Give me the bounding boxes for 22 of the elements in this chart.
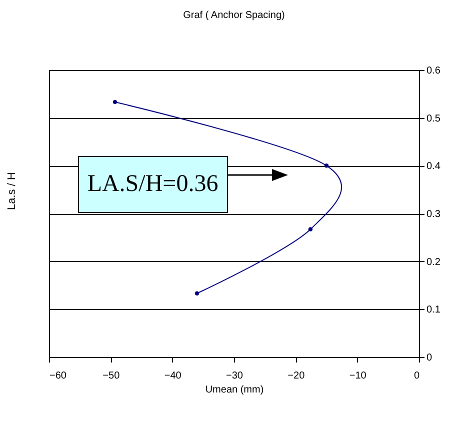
y-tick-label: 0.2 — [426, 256, 441, 268]
x-axis-title: Umean (mm) — [205, 384, 264, 396]
y-tick-label: 0.6 — [426, 66, 441, 76]
point — [112, 100, 118, 104]
point — [324, 164, 329, 168]
x-tick-label: −10 — [349, 370, 367, 382]
point — [308, 227, 313, 232]
y-tick-label: 0.3 — [426, 209, 441, 220]
y-tick-label: 0.4 — [426, 161, 441, 172]
x-tick-label: −50 — [102, 370, 120, 382]
y-tick-label: 0.5 — [426, 113, 441, 124]
x-tick-label: −60 — [50, 370, 67, 382]
x-tick-label: 0 — [414, 370, 420, 382]
x-tick-label: −40 — [164, 370, 182, 382]
x-tick-label: −30 — [226, 370, 244, 382]
y-axis-title: La.s / H — [6, 172, 18, 210]
y-tick-label: 0 — [426, 352, 432, 364]
point — [194, 291, 200, 296]
annotation: LA.S/H=0.36 — [78, 156, 228, 213]
chart-title: Graf ( Anchor Spacing) — [183, 10, 285, 21]
x-tick-label: −20 — [288, 370, 306, 382]
y-tick-label: 0.1 — [426, 304, 441, 316]
